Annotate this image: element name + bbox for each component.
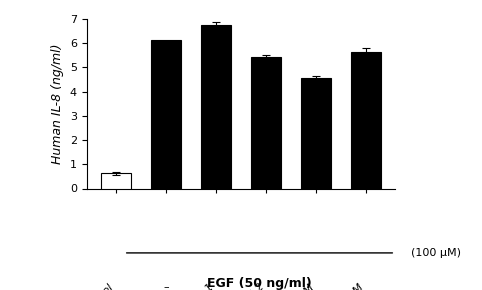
Bar: [301, 78, 331, 188]
Text: CGLM 1: CGLM 1: [178, 282, 216, 290]
Y-axis label: Human IL-8 (ng/ml): Human IL-8 (ng/ml): [52, 44, 65, 164]
Text: –: –: [163, 282, 169, 290]
Text: (100 μM): (100 μM): [411, 248, 461, 258]
Text: Control: Control: [80, 282, 116, 290]
Bar: [151, 39, 181, 188]
Text: EGF (50 ng/ml): EGF (50 ng/ml): [207, 277, 312, 290]
Bar: [101, 173, 131, 188]
Text: CGLM: CGLM: [336, 282, 366, 290]
Bar: [351, 52, 381, 188]
Bar: [251, 57, 281, 189]
Text: CGNM 2: CGNM 2: [227, 282, 266, 290]
Text: CDGM: CDGM: [284, 282, 316, 290]
Bar: [201, 25, 231, 188]
